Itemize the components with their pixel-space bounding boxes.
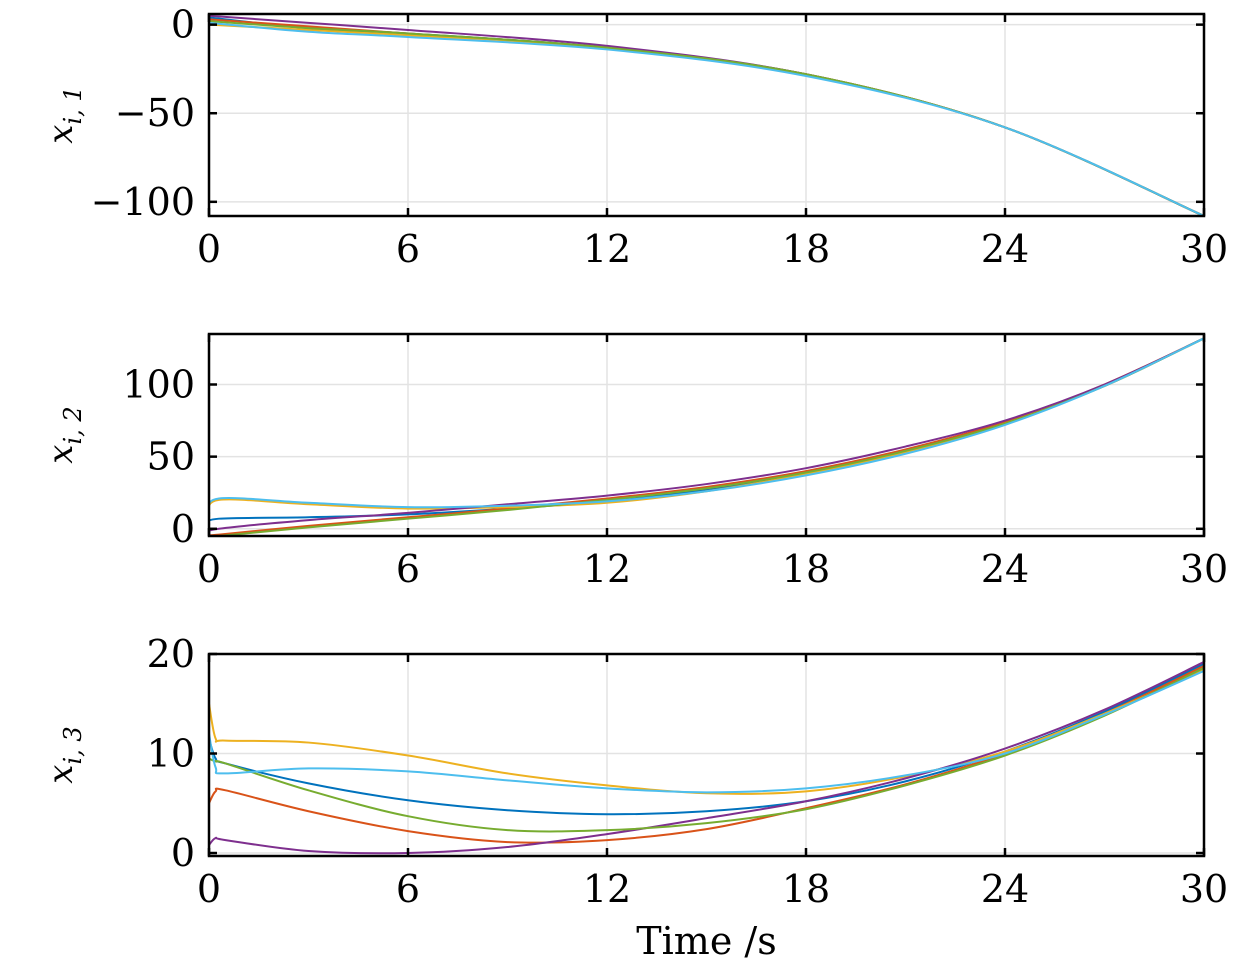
- y-tick-label: 10: [147, 732, 195, 776]
- y-axis-label: xi, 2: [41, 406, 87, 463]
- x-tick-label: 24: [981, 867, 1029, 911]
- series-group: [209, 337, 1204, 536]
- x-tick-label: 6: [396, 867, 420, 911]
- y-tick-label: 0: [171, 831, 195, 875]
- y-axis-label: xi, 3: [41, 726, 87, 783]
- y-tick-label: 0: [171, 3, 195, 47]
- y-tick-label: 0: [171, 507, 195, 551]
- series-line-2: [209, 665, 1204, 844]
- series-group: [209, 661, 1204, 855]
- y-tick-label: 20: [147, 632, 195, 676]
- series-line-4: [209, 661, 1204, 855]
- x-tick-label: 30: [1180, 227, 1228, 271]
- series-line-5: [209, 20, 1204, 216]
- series-group: [209, 14, 1204, 216]
- y-tick-label: 50: [147, 435, 195, 479]
- subplot-2: 0 6 12 18 24 30 0 50 100 xi, 2: [41, 332, 1228, 591]
- x-tick-label: 12: [583, 547, 631, 591]
- x-tick-label: 18: [782, 867, 830, 911]
- series-line-5: [209, 667, 1204, 833]
- series-line-1: [209, 16, 1204, 216]
- x-tick-label: 18: [782, 227, 830, 271]
- x-tick-label: 12: [583, 227, 631, 271]
- x-tick-label: 6: [396, 227, 420, 271]
- series-line-3: [209, 669, 1204, 795]
- y-axis-label: xi, 1: [41, 86, 87, 143]
- series-line-2: [209, 18, 1204, 216]
- x-tick-label: 24: [981, 227, 1029, 271]
- x-tick-label: 6: [396, 547, 420, 591]
- series-line-1: [209, 337, 1204, 526]
- y-tick-label: −100: [91, 180, 195, 224]
- series-line-6: [209, 670, 1204, 794]
- x-tick-label: 12: [583, 867, 631, 911]
- axes-frame: [207, 652, 1206, 858]
- x-tick-label: 0: [197, 867, 221, 911]
- axes-frame: [207, 332, 1206, 538]
- y-tick-label: 100: [122, 363, 195, 407]
- series-line-3: [209, 23, 1204, 216]
- x-tick-label: 0: [197, 547, 221, 591]
- series-line-5: [209, 337, 1204, 536]
- series-line-6: [209, 337, 1204, 515]
- subplot-3: 0 6 12 18 24 30 0 10 20 xi, 3 Time /s: [41, 632, 1228, 963]
- series-line-4: [209, 14, 1204, 216]
- axes-frame: [207, 12, 1206, 218]
- x-tick-label: 0: [197, 227, 221, 271]
- series-line-2: [209, 337, 1204, 536]
- x-axis-label: Time /s: [636, 919, 776, 963]
- x-tick-label: 30: [1180, 547, 1228, 591]
- series-line-6: [209, 21, 1204, 216]
- x-tick-label: 30: [1180, 867, 1228, 911]
- x-tick-label: 18: [782, 547, 830, 591]
- x-tick-label: 24: [981, 547, 1029, 591]
- y-tick-label: −50: [115, 91, 195, 135]
- series-line-4: [209, 337, 1204, 535]
